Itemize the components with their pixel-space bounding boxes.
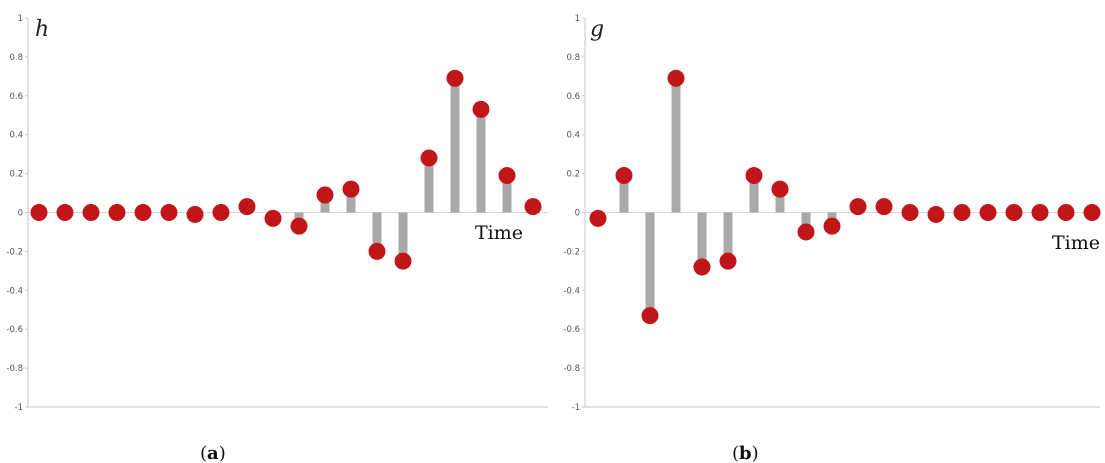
panel-a-xlabel: Time xyxy=(475,222,523,244)
panel-b-ytick-label: 0.8 xyxy=(566,53,580,63)
panel-b-ytick-label: 0.6 xyxy=(566,92,580,102)
panel-b-data-point xyxy=(849,198,867,216)
panel-a-ytick-label: -0.6 xyxy=(6,325,23,335)
panel-b-ytick-label: 0.2 xyxy=(566,170,580,180)
panel-b-stem xyxy=(671,78,681,213)
panel-b-data-point xyxy=(1057,204,1075,221)
panel-b-stem xyxy=(645,212,655,316)
panel-a-data-point xyxy=(30,204,48,221)
panel-a-ytick-label: -0.4 xyxy=(6,286,23,296)
panel-b-title: g xyxy=(590,17,604,42)
panel-a-data-point xyxy=(316,186,334,204)
panel-b-data-point xyxy=(823,217,841,235)
panel-b-ytick-label: -0.2 xyxy=(563,247,580,257)
panel-a-ytick-label: 0.4 xyxy=(9,131,23,141)
panel-b-ytick-label: -0.8 xyxy=(563,364,580,374)
panel-b-caption: (b) xyxy=(732,443,759,463)
panel-b-ytick-label: -0.4 xyxy=(563,286,580,296)
panel-a-ytick-label: 0.2 xyxy=(9,170,23,180)
panel-b-data-point xyxy=(771,180,789,198)
panel-a-data-point xyxy=(290,217,308,235)
panel-b-ytick-label: -0.6 xyxy=(563,325,580,335)
panel-b-ytick-label: 0 xyxy=(575,209,580,219)
panel-b-stem xyxy=(619,175,629,213)
panel-a-data-point xyxy=(212,204,230,221)
panel-a-stem xyxy=(424,158,434,213)
panel-a-stem xyxy=(476,109,486,213)
panel-a-data-point xyxy=(56,204,74,221)
panel-a-data-point xyxy=(134,204,152,221)
panel-a-data-point xyxy=(368,242,386,260)
panel-a-data-point xyxy=(498,167,516,185)
panel-a-stem xyxy=(398,212,408,262)
panel-b-data-point xyxy=(927,205,945,223)
panel-a-data-point xyxy=(524,198,542,216)
panel-b-data-point xyxy=(1083,204,1101,221)
panel-b-caption-letter: b xyxy=(739,443,752,463)
panel-a-data-point xyxy=(108,204,126,221)
panel-b-data-point xyxy=(875,198,893,216)
panel-b-data-point xyxy=(693,258,711,276)
panel-a-data-point xyxy=(342,180,360,198)
panel-a-data-point xyxy=(82,204,100,221)
panel-b-data-point xyxy=(589,209,607,227)
panel-a-ytick-label: -1 xyxy=(15,403,23,413)
panel-b-data-point xyxy=(1031,204,1049,221)
panel-b-stem xyxy=(723,212,733,262)
panel-a-data-point xyxy=(472,100,490,118)
panel-b-stem xyxy=(801,212,811,232)
panel-b-data-point xyxy=(979,204,997,221)
panel-b-data-point xyxy=(641,307,659,325)
panel-b-data-point xyxy=(953,204,971,221)
panel-a-stem xyxy=(320,194,330,213)
panel-b-stem xyxy=(749,175,759,213)
panel-b-ytick-label: 1 xyxy=(575,14,580,24)
panel-b-ytick-label: -1 xyxy=(572,403,580,413)
panel-a-data-point xyxy=(446,69,464,87)
panel-a-data-point xyxy=(420,149,438,167)
panel-b-data-point xyxy=(667,69,685,87)
panel-b-data-point xyxy=(797,223,815,241)
panel-a-ytick-label: 0.6 xyxy=(9,92,23,102)
panel-b-ytick-label: 0.4 xyxy=(566,131,580,141)
panel-a-data-point xyxy=(238,198,256,216)
panel-b-stem xyxy=(697,212,707,267)
panel-b-data-point xyxy=(1005,204,1023,221)
panel-a-ytick-label: 0 xyxy=(18,209,23,219)
panel-b-data-point xyxy=(901,204,919,221)
panel-a-title: h xyxy=(35,17,49,42)
panel-a-ytick-label: -0.8 xyxy=(6,364,23,374)
panel-a-stem xyxy=(502,175,512,213)
panel-a-data-point xyxy=(186,205,204,223)
panel-a-ytick-label: 1 xyxy=(18,14,23,24)
panel-a-stem xyxy=(450,78,460,213)
panel-a-caption-letter: a xyxy=(207,443,219,463)
panel-b-stem xyxy=(775,189,785,213)
panel-a-caption: (a) xyxy=(200,443,226,463)
panel-a-stem xyxy=(372,212,382,252)
panel-a-stem xyxy=(346,189,356,213)
panel-b: g Time (b) 1 0.8 0.6 0.4 0.2 0 -0.2 -0.4 -0.6 -0.… xyxy=(563,14,1101,463)
panel-a-data-point xyxy=(394,252,412,270)
panel-b-data-point xyxy=(615,167,633,185)
panel-a-ytick-label: 0.8 xyxy=(9,53,23,63)
panel-b-data-point xyxy=(719,252,737,270)
panel-a-data-point xyxy=(160,204,178,221)
panel-a-data-point xyxy=(264,209,282,227)
panel-b-xlabel: Time xyxy=(1052,232,1100,254)
panel-a: h Time (a) 1 0.8 0.6 0.4 0.2 0 -0.2 -0.4 -0.6 -0.… xyxy=(6,14,548,463)
panel-a-ytick-label: -0.2 xyxy=(6,247,23,257)
panel-b-data-point xyxy=(745,167,763,185)
